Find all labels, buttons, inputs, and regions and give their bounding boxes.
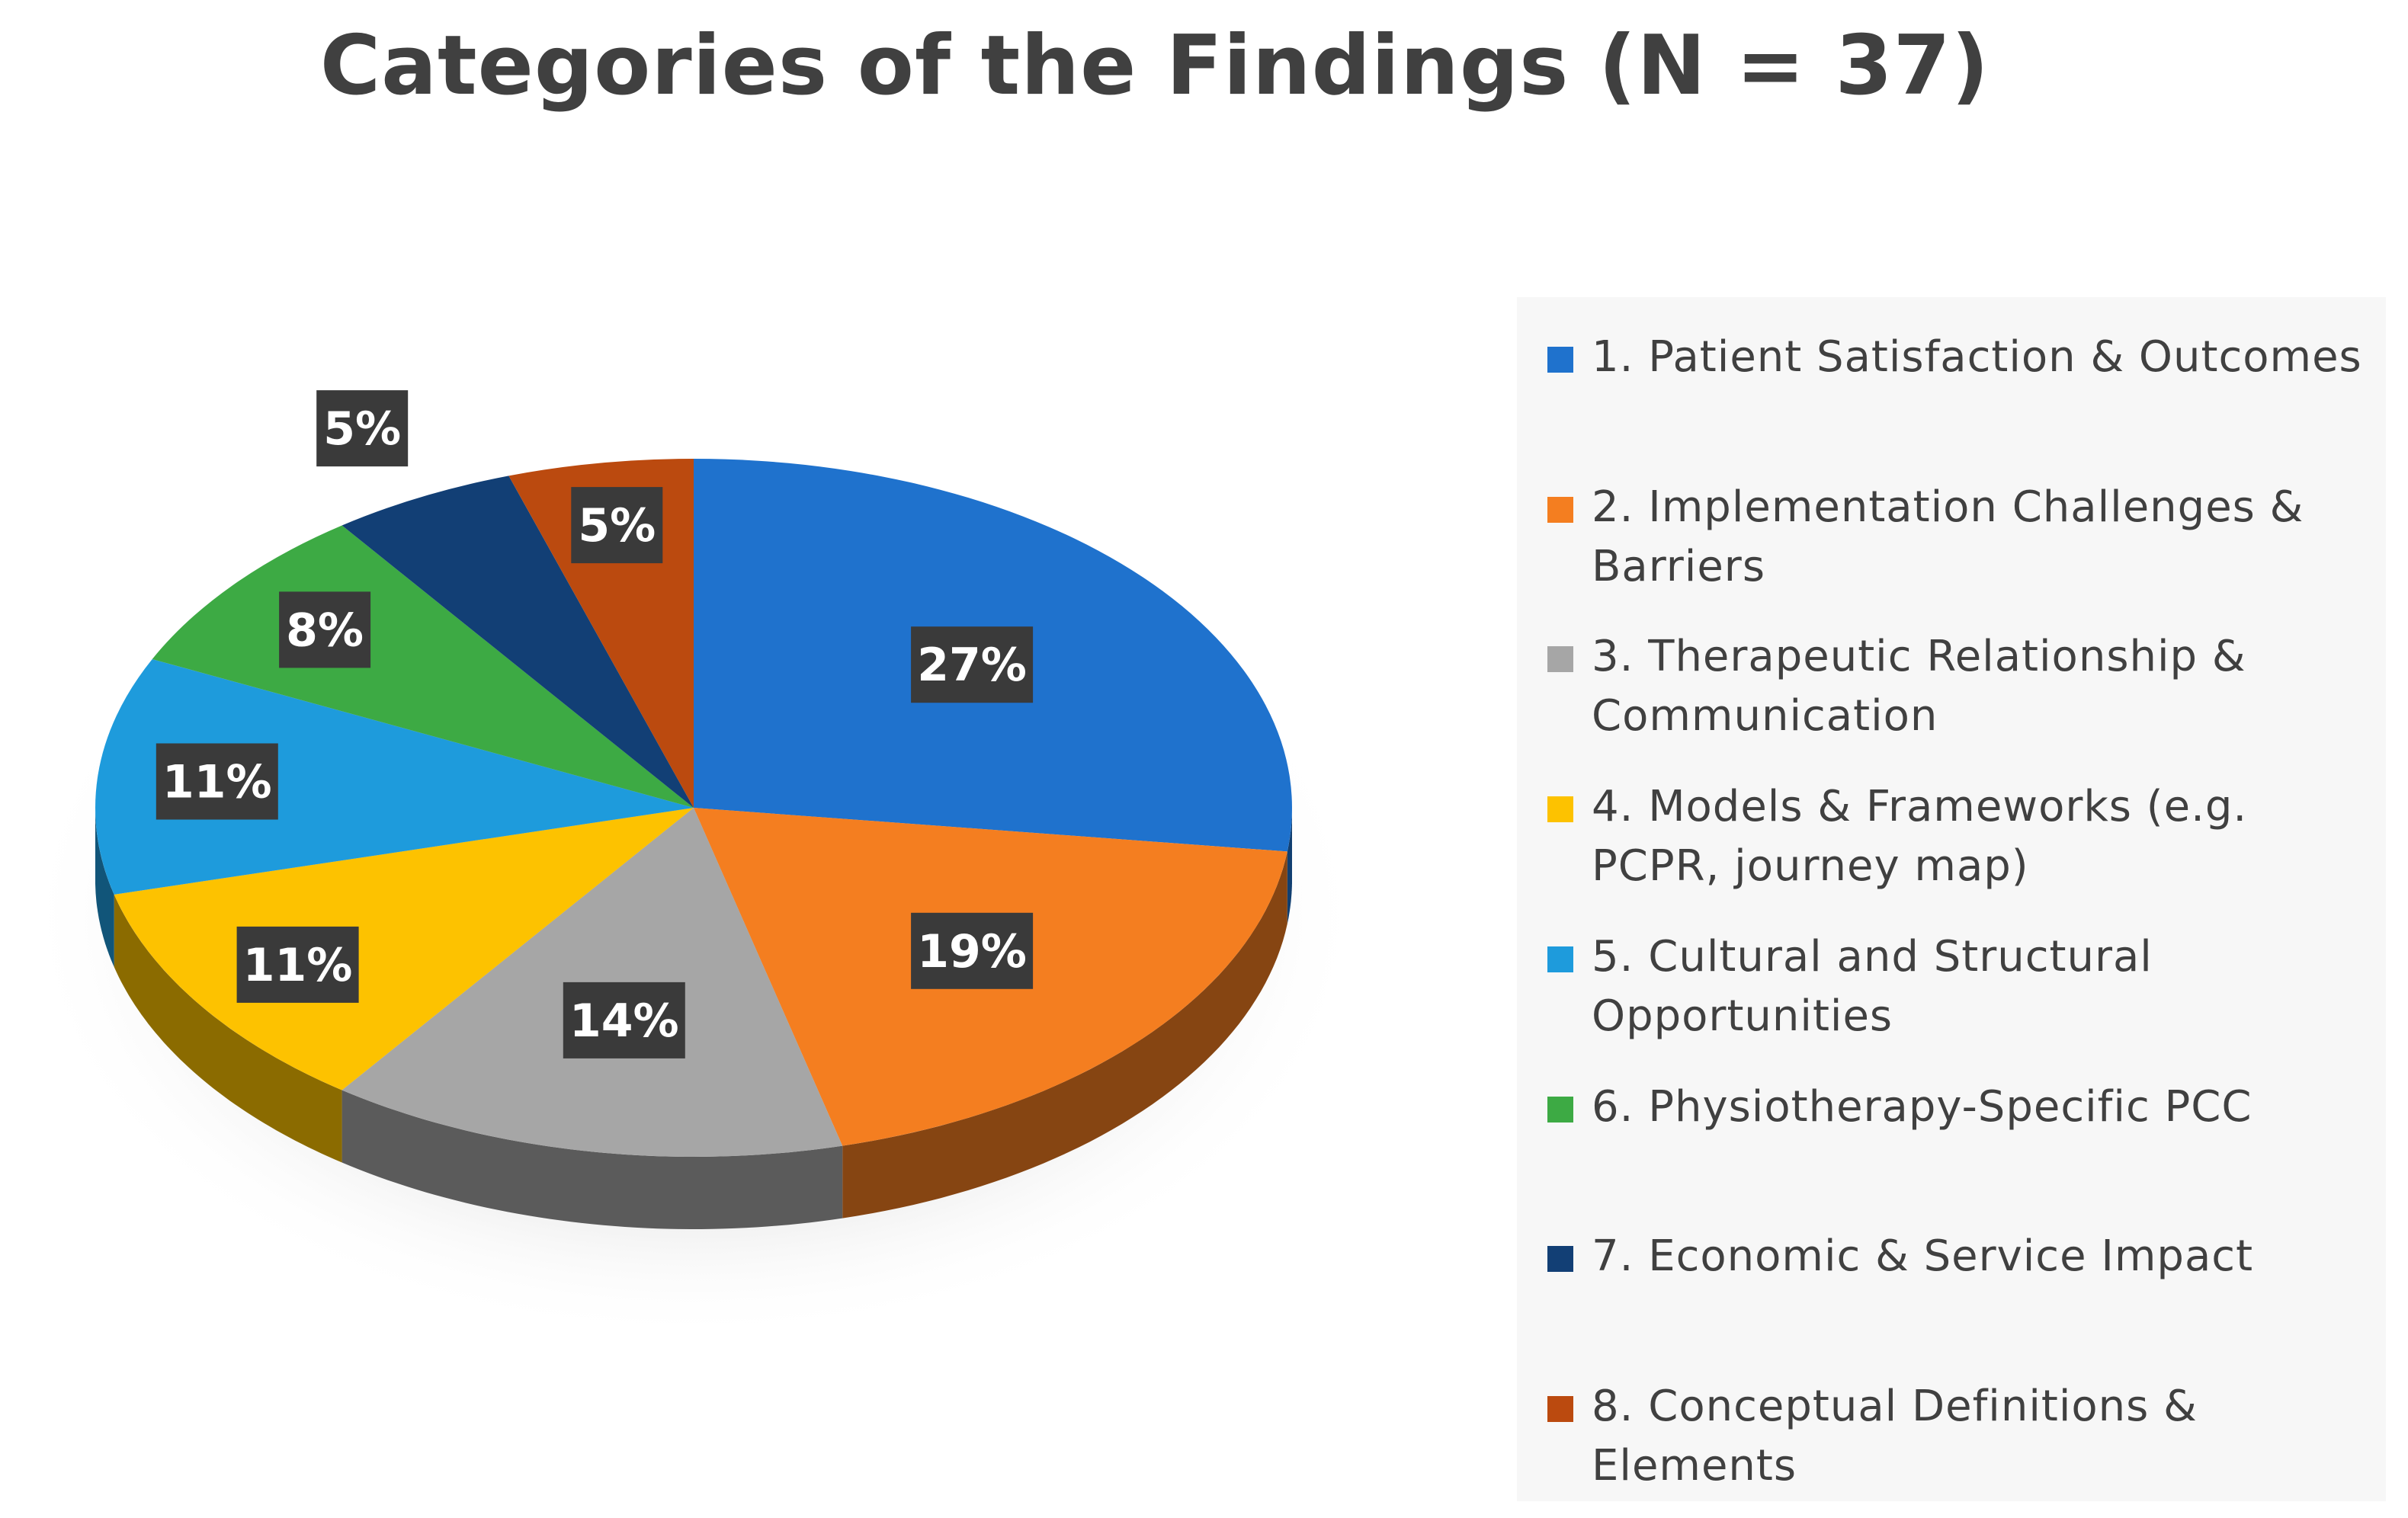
data-label-2: 19% [911,912,1034,989]
data-label-text: 11% [243,939,353,992]
legend-label: 4. Models & Frameworks (e.g. PCPR, journ… [1592,782,2248,891]
data-label-1: 27% [911,626,1034,703]
legend-label: 3. Therapeutic Relationship & Communicat… [1592,632,2246,741]
pie-slice-5-cultural-and-structural-oppo [95,659,694,895]
legend-swatch [1547,646,1573,672]
data-label-box [571,487,663,564]
pie-side-3-therapeutic-relationship-com [341,1090,843,1229]
data-label-box [156,743,278,820]
data-label-8: 5% [571,487,663,564]
legend-swatch [1547,1246,1573,1272]
data-label-5: 11% [156,743,278,820]
legend-swatch [1547,497,1573,523]
data-label-box [236,926,359,1003]
data-label-4: 11% [236,926,359,1003]
data-label-text: 8% [286,604,364,657]
pie-side-5-cultural-and-structural-oppo [95,808,114,967]
data-label-text: 14% [569,994,679,1048]
data-label-text: 5% [578,499,656,552]
data-label-text: 27% [917,639,1027,692]
legend-swatch [1547,1097,1573,1122]
legend-swatch [1547,796,1573,822]
data-label-box [279,591,371,668]
pie-side-1-patient-satisfaction-outcome [1287,808,1292,924]
data-label-text: 5% [323,402,401,456]
pie-slice-7-economic-service-impact [341,476,694,808]
legend-label: 2. Implementation Challenges & Barriers [1592,482,2304,591]
pie-side-4-models-frameworks-e-g-pcpr-j [114,894,342,1163]
legend-label: 6. Physiotherapy-Specific PCC [1592,1082,2252,1132]
data-label-text: 19% [917,925,1027,978]
legend-label: 5. Cultural and Structural Opportunities [1592,932,2153,1041]
data-label-3: 14% [563,982,685,1058]
pie-slice-4-models-frameworks-e-g-pcpr-j [114,808,694,1090]
data-label-6: 8% [279,591,371,668]
data-label-7: 5% [316,390,409,467]
data-label-box [911,912,1034,989]
data-label-text: 11% [162,756,272,809]
legend-label: 8. Conceptual Definitions & Elements [1592,1382,2198,1491]
pie-side-2-implementation-challenges-ba [842,851,1287,1219]
legend-swatch [1547,1396,1573,1422]
legend-label: 1. Patient Satisfaction & Outcomes [1592,332,2362,382]
data-label-box [316,390,409,467]
legend-label: 7. Economic & Service Impact [1592,1231,2254,1281]
legend-swatch [1547,946,1573,972]
chart-title: Categories of the Findings (N = 37) [319,18,1990,114]
legend: 1. Patient Satisfaction & Outcomes 2. Imp… [1517,297,2386,1501]
data-label-box [563,982,685,1058]
data-label-box [911,626,1034,703]
legend-swatch [1547,347,1573,373]
